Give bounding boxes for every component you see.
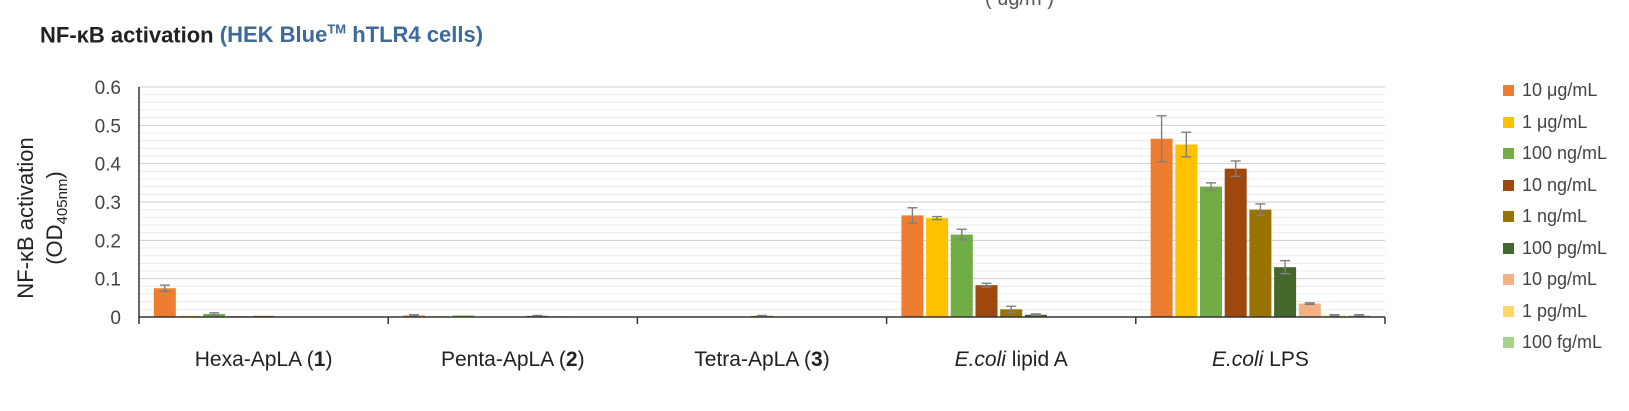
legend-swatch (1503, 148, 1514, 160)
legend-item: 100 pg/mL (1503, 233, 1607, 265)
bar (153, 288, 176, 317)
legend-item: 10 ng/mL (1503, 170, 1607, 202)
error-bar (1255, 203, 1266, 217)
bars (153, 138, 1371, 317)
subtitle-text-2: hTLR4 cells (346, 22, 476, 48)
bar (1000, 309, 1023, 317)
gridlines (139, 86, 1385, 310)
legend-swatch (1503, 242, 1514, 254)
x-axis-category-labels: Hexa-ApLA (1) Penta-ApLA (2) Tetra-ApLA (3… (195, 348, 1309, 371)
top-cut-off-text: ( ug/m ) (985, 0, 1054, 11)
legend-label: 100 pg/mL (1522, 237, 1608, 258)
legend-item: 1 ng/mL (1503, 201, 1607, 233)
bar (1274, 267, 1297, 317)
subtitle-open: ( (219, 22, 228, 48)
legend-item: 1 μg/mL (1503, 107, 1607, 139)
error-bar (1181, 131, 1192, 158)
y-tick-label: 0.3 (95, 193, 121, 214)
y-tick-label: 0.6 (95, 78, 121, 99)
error-bar (757, 314, 767, 317)
axes (138, 87, 1386, 324)
error-bars (159, 115, 1365, 317)
legend-label: 1 ng/mL (1522, 206, 1588, 227)
error-bar (409, 314, 419, 317)
x-category-label: Penta-ApLA (2) (441, 348, 585, 371)
error-bar (209, 312, 220, 316)
legend-item: 100 fg/mL (1503, 327, 1607, 359)
legend-swatch (1503, 85, 1514, 97)
error-bar (981, 282, 992, 288)
subtitle-close: ) (475, 22, 484, 48)
error-bar (532, 314, 543, 317)
y-tick-label: 0.2 (95, 231, 121, 252)
error-bar (1230, 160, 1241, 178)
y-tick-label: 0.5 (95, 116, 121, 137)
bar (901, 215, 924, 317)
bar (452, 315, 475, 317)
legend-item: 10 μg/mL (1503, 75, 1607, 107)
legend-swatch (1503, 211, 1514, 223)
x-category-label: Hexa-ApLA (1) (195, 348, 333, 371)
y-axis-label-line2: (OD405nm) (42, 171, 71, 265)
bar (950, 234, 973, 317)
error-bar (907, 207, 918, 224)
bar (1150, 138, 1173, 317)
bar (1224, 168, 1247, 317)
legend: 10 μg/mL 1 μg/mL 100 ng/mL 10 ng/mL 1 ng/mL 1… (1503, 75, 1607, 359)
y-axis-label-open: (OD (42, 224, 67, 264)
error-bar (1329, 314, 1340, 317)
chart-title: NF-κB activation (HEK BlueTM hTLR4 cells… (40, 22, 483, 48)
y-axis-label-subscript: 405nm (54, 179, 71, 225)
subtitle-text: HEK Blue (227, 22, 328, 48)
x-category-label: E.coli LPS (1212, 348, 1309, 371)
legend-swatch (1503, 337, 1514, 349)
error-bar (1156, 115, 1167, 163)
legend-label: 100 fg/mL (1522, 332, 1603, 353)
legend-item: 1 pg/mL (1503, 296, 1607, 328)
legend-label: 1 μg/mL (1522, 111, 1588, 132)
legend-item: 100 ng/mL (1503, 138, 1607, 170)
bar (1298, 303, 1321, 317)
bar-chart: 0 0.1 0.2 0.3 0.4 0.5 0.6 NF-κB activation (OD… (13, 78, 1386, 371)
legend-label: 100 ng/mL (1522, 143, 1608, 164)
bar (1175, 144, 1198, 317)
x-category-label: Tetra-ApLA (3) (694, 348, 829, 371)
error-bar (159, 284, 170, 293)
y-tick-label: 0.1 (95, 270, 121, 291)
error-bar (1206, 182, 1216, 192)
title-main: NF-κB activation (40, 22, 214, 48)
bar (975, 285, 998, 317)
x-category-label: E.coli lipid A (955, 348, 1068, 371)
legend-item: 10 pg/mL (1503, 264, 1607, 296)
legend-swatch (1503, 305, 1514, 317)
y-axis-label: NF-κB activation (OD405nm) (13, 137, 71, 298)
error-bar (1030, 313, 1041, 317)
error-bar (1280, 259, 1291, 275)
error-bar (932, 215, 943, 221)
title-subtitle: (HEK BlueTM hTLR4 cells) (220, 22, 483, 47)
y-axis-label-line1: NF-κB activation (13, 137, 38, 298)
legend-swatch (1503, 116, 1514, 128)
legend-swatch (1503, 274, 1514, 286)
bar (1249, 209, 1272, 317)
y-tick-label: 0 (110, 308, 121, 329)
error-bar (1304, 302, 1315, 306)
y-axis-ticks: 0 0.1 0.2 0.3 0.4 0.5 0.6 (95, 78, 122, 329)
bar (926, 218, 949, 317)
y-tick-label: 0.4 (95, 155, 122, 176)
error-bar (1354, 314, 1365, 317)
bar (1200, 186, 1222, 317)
legend-label: 10 μg/mL (1522, 80, 1598, 101)
error-bar (956, 228, 967, 241)
subtitle-superscript: TM (327, 22, 347, 37)
error-bar (1006, 305, 1017, 314)
legend-label: 10 pg/mL (1522, 269, 1598, 290)
y-axis-label-close: ) (42, 171, 67, 178)
legend-swatch (1503, 179, 1514, 191)
legend-label: 1 pg/mL (1522, 300, 1588, 321)
legend-label: 10 ng/mL (1522, 174, 1598, 195)
